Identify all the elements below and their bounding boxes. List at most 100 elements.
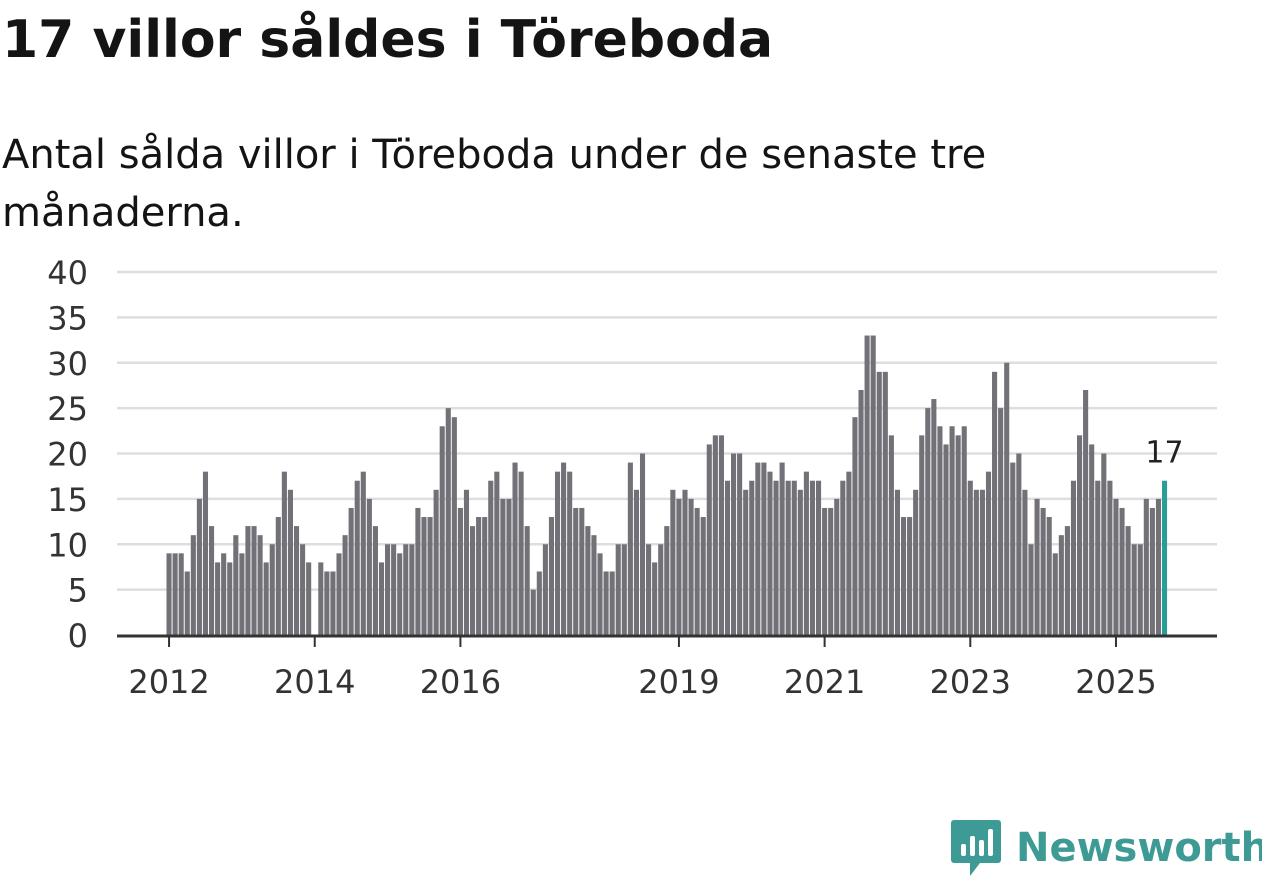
bar bbox=[1052, 553, 1058, 635]
bar bbox=[925, 408, 931, 635]
bar bbox=[700, 517, 706, 635]
bar bbox=[779, 462, 785, 635]
bar bbox=[372, 526, 378, 635]
x-tick-label: 2016 bbox=[420, 663, 501, 701]
bar bbox=[797, 489, 803, 635]
bar bbox=[269, 544, 275, 635]
bar bbox=[870, 335, 876, 635]
bar bbox=[998, 408, 1004, 635]
bar bbox=[172, 553, 178, 635]
bar bbox=[215, 562, 221, 635]
bar bbox=[318, 562, 324, 635]
bar bbox=[1016, 453, 1022, 635]
newsworthy-logo: Newsworthy bbox=[950, 818, 1262, 878]
bar bbox=[882, 371, 888, 635]
bar bbox=[196, 498, 202, 635]
bar bbox=[178, 553, 184, 635]
bar bbox=[834, 498, 840, 635]
y-axis-labels: 0 5 10 15 20 25 30 35 40 bbox=[47, 254, 88, 655]
bar bbox=[476, 517, 482, 635]
bar bbox=[397, 553, 403, 635]
newsworthy-logo-text: Newsworthy bbox=[1016, 825, 1262, 871]
x-tick-label: 2021 bbox=[784, 663, 865, 701]
bar bbox=[330, 571, 336, 635]
bar bbox=[287, 489, 293, 635]
bars bbox=[166, 335, 1168, 635]
bar bbox=[931, 399, 937, 635]
bar bbox=[718, 435, 724, 635]
bar bbox=[876, 371, 882, 635]
bar bbox=[1119, 507, 1125, 635]
bar bbox=[767, 471, 773, 635]
bar bbox=[1101, 453, 1107, 635]
bar bbox=[755, 462, 761, 635]
bar bbox=[803, 471, 809, 635]
bar bbox=[433, 489, 439, 635]
bar bbox=[567, 471, 573, 635]
bar bbox=[348, 507, 354, 635]
bar bbox=[597, 553, 603, 635]
bar bbox=[470, 526, 476, 635]
bar bbox=[815, 480, 822, 635]
bar bbox=[1010, 462, 1016, 635]
y-tick-label: 15 bbox=[47, 481, 88, 519]
bar bbox=[1064, 526, 1070, 635]
bar bbox=[822, 507, 828, 635]
bar bbox=[773, 480, 779, 635]
bar bbox=[858, 389, 864, 635]
bar bbox=[985, 471, 992, 635]
bar bbox=[451, 417, 457, 635]
bar bbox=[749, 480, 755, 635]
y-tick-label: 20 bbox=[47, 436, 88, 474]
bar-highlight bbox=[1161, 480, 1168, 635]
chart-subtitle: Antal sålda villor i Töreboda under de s… bbox=[2, 132, 987, 236]
bar bbox=[293, 526, 300, 635]
bar bbox=[512, 462, 518, 635]
bar bbox=[1095, 480, 1101, 635]
bar bbox=[670, 489, 676, 635]
bar bbox=[221, 553, 227, 635]
bar bbox=[809, 480, 816, 635]
bar bbox=[300, 544, 306, 635]
bar bbox=[251, 526, 257, 635]
x-tick-label: 2019 bbox=[638, 663, 719, 701]
bar bbox=[1125, 526, 1131, 635]
bar bbox=[743, 489, 749, 635]
bar bbox=[354, 480, 360, 635]
bar bbox=[1004, 362, 1010, 635]
bar bbox=[506, 498, 512, 635]
bar bbox=[591, 535, 597, 635]
bar bbox=[979, 489, 985, 635]
bar bbox=[943, 444, 949, 635]
bar bbox=[1028, 544, 1034, 635]
bar bbox=[992, 371, 998, 635]
bar bbox=[518, 471, 524, 635]
bar bbox=[573, 507, 579, 635]
bar bbox=[239, 553, 245, 635]
bar bbox=[949, 426, 955, 635]
bar bbox=[378, 562, 385, 635]
bar bbox=[894, 489, 900, 635]
bar bbox=[937, 426, 943, 635]
bar bbox=[633, 489, 639, 635]
bar bbox=[166, 553, 172, 635]
bar bbox=[761, 462, 767, 635]
bar bbox=[791, 480, 797, 635]
bar bbox=[306, 562, 312, 635]
bar bbox=[1089, 444, 1095, 635]
bar bbox=[227, 562, 233, 635]
bar bbox=[846, 471, 852, 635]
bar bbox=[542, 544, 548, 635]
bar bbox=[324, 571, 330, 635]
bar bbox=[366, 498, 372, 635]
bar bbox=[391, 544, 397, 635]
bar bbox=[488, 480, 494, 635]
bar bbox=[731, 453, 737, 635]
bar bbox=[1040, 507, 1046, 635]
bar bbox=[257, 535, 263, 635]
bar bbox=[403, 544, 409, 635]
bar bbox=[900, 517, 907, 635]
bar bbox=[336, 553, 342, 635]
bar bbox=[457, 507, 463, 635]
bar bbox=[615, 544, 621, 635]
